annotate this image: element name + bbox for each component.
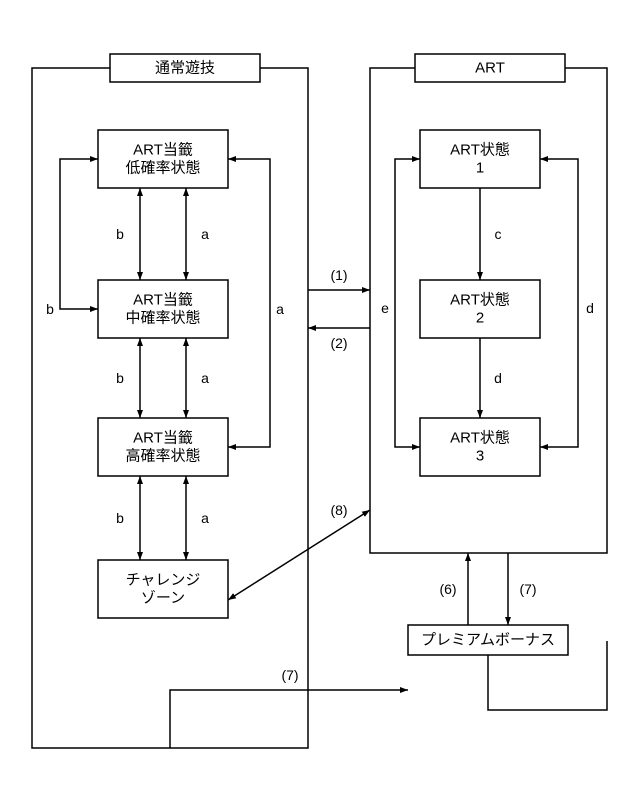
edge-label-1: a bbox=[201, 226, 209, 242]
edge-14 bbox=[228, 510, 370, 600]
node-label-n1-1: 低確率状態 bbox=[125, 160, 200, 177]
edge-label-2: b bbox=[116, 370, 124, 386]
node-label-n1-0: ART当籤 bbox=[133, 141, 193, 159]
node-label-r2-0: ART状態 bbox=[450, 292, 510, 309]
container-title-left: 通常遊技 bbox=[155, 60, 215, 77]
edge-label-8: c bbox=[495, 226, 502, 242]
edge-label-6: b bbox=[46, 301, 54, 317]
edge-17 bbox=[170, 690, 408, 748]
edge-label-7: a bbox=[276, 301, 284, 317]
container-title-right: ART bbox=[475, 60, 505, 77]
node-label-r3-0: ART状態 bbox=[450, 430, 510, 447]
edge-11 bbox=[540, 159, 578, 447]
edge-6 bbox=[60, 159, 98, 309]
node-label-r1-1: 1 bbox=[476, 160, 484, 177]
edge-label-10: e bbox=[381, 300, 389, 316]
state-diagram: 通常遊技ARTART当籤低確率状態ART当籤中確率状態ART当籤高確率状態チャレ… bbox=[0, 0, 640, 803]
node-label-n3-1: 高確率状態 bbox=[125, 448, 200, 465]
edge-label-0: b bbox=[116, 226, 124, 242]
node-label-n4-1: ゾーン bbox=[141, 590, 185, 607]
node-label-pb-0: プレミアムボーナス bbox=[421, 632, 555, 649]
node-label-r3-1: 3 bbox=[476, 448, 484, 465]
node-label-n2-1: 中確率状態 bbox=[125, 310, 200, 327]
edge-label-3: a bbox=[201, 370, 209, 386]
edge-label-9: d bbox=[494, 370, 502, 386]
edge-label-14: (8) bbox=[330, 502, 347, 518]
node-label-n2-0: ART当籤 bbox=[133, 291, 193, 309]
node-label-r2-1: 2 bbox=[476, 310, 484, 327]
edge-label-11: d bbox=[586, 300, 594, 316]
edge-10 bbox=[395, 159, 420, 447]
edge-label-12: (1) bbox=[330, 267, 347, 283]
node-label-n3-0: ART当籤 bbox=[133, 429, 193, 447]
edge-label-13: (2) bbox=[330, 335, 347, 351]
edge-label-4: b bbox=[116, 510, 124, 526]
edge-label-17: (7) bbox=[281, 667, 298, 683]
node-label-n4-0: チャレンジ bbox=[126, 572, 201, 589]
node-label-r1-0: ART状態 bbox=[450, 142, 510, 159]
edge-label-16: (7) bbox=[519, 581, 536, 597]
edge-7 bbox=[228, 159, 270, 447]
edge-label-5: a bbox=[201, 510, 209, 526]
edge-label-15: (6) bbox=[439, 581, 456, 597]
